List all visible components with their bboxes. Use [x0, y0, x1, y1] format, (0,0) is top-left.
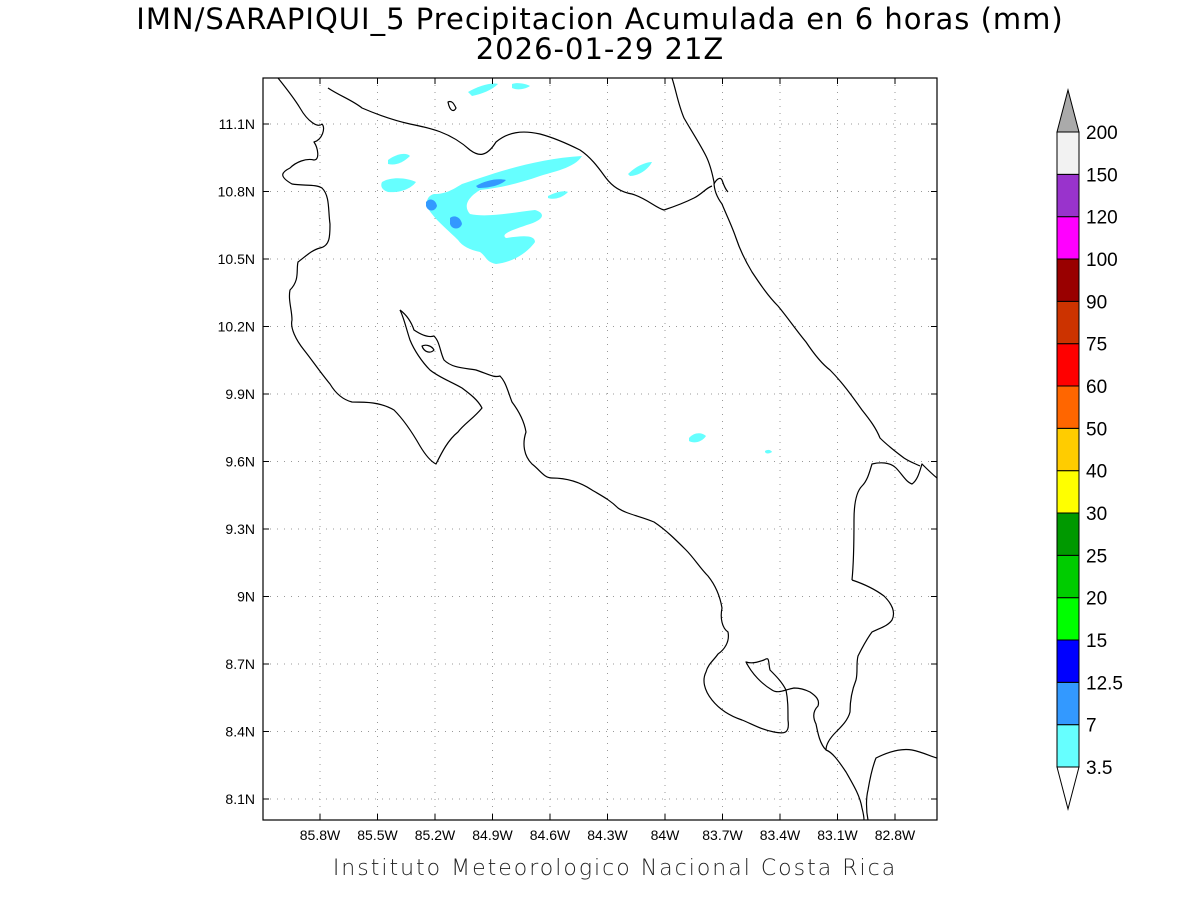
caribbean-river-mouth: [713, 177, 729, 193]
colorbar-swatch: [1056, 639, 1080, 683]
lon-tick-label: 85.2W: [415, 827, 456, 843]
island-chira: [421, 344, 435, 353]
precip-area-northeast-cell: [628, 162, 652, 176]
map-valid-time: 2026-01-29 21Z: [475, 32, 725, 66]
colorbar-swatch: [1056, 300, 1080, 345]
colorbar-label: 15: [1086, 631, 1107, 652]
lon-tick-label: 83.7W: [702, 827, 743, 843]
colorbar-swatch: [1056, 131, 1080, 175]
lat-tick-label: 9N: [237, 589, 255, 605]
colorbar-upper-arrow: [1056, 88, 1080, 133]
colorbar-label: 50: [1086, 419, 1107, 440]
precip-core-south: [450, 216, 462, 229]
colorbar-label: 60: [1086, 377, 1107, 398]
precip-core-west: [426, 199, 437, 211]
lon-tick-label: 85.8W: [300, 827, 341, 843]
latitude-ticks: 11.1N 10.8N 10.5N 10.2N 9.9N 9.6N 9.3N 9N 8.7N 8.…: [218, 116, 937, 807]
colorbar-lower-arrow: [1056, 766, 1080, 811]
map-title: IMN/SARAPIQUI_5 Precipitacion Acumulada …: [136, 2, 1064, 36]
precip-area-central-cell: [689, 433, 706, 443]
precip-area-north-cell-1: [468, 83, 498, 96]
colorbar-swatch: [1056, 597, 1080, 641]
colorbar-swatch: [1056, 554, 1080, 599]
colorbar-label: 30: [1086, 504, 1107, 525]
colorbar-label: 3.5: [1086, 758, 1112, 779]
panama-border: [851, 462, 937, 581]
precip-area-west-cell-1: [381, 178, 416, 193]
precip-area-lake-arenal-band: [426, 156, 582, 264]
colorbar-swatch: [1056, 681, 1080, 726]
lon-tick-label: 83.1W: [817, 827, 858, 843]
north-coast-inlet: [447, 100, 457, 112]
pacific-coast-nicoya: [277, 78, 483, 465]
burica-peninsula: [865, 748, 937, 820]
colorbar-label: 120: [1086, 208, 1118, 229]
colorbar-label: 150: [1086, 165, 1118, 186]
colorbar: 3.5 7 12.5 15 20 25 30 40 50 60 75 90 100 120 150 200: [1056, 88, 1123, 811]
colorbar-label: 12.5: [1086, 673, 1123, 694]
lat-tick-label: 9.6N: [225, 454, 255, 470]
lat-tick-label: 10.8N: [218, 184, 255, 200]
colorbar-label: 100: [1086, 250, 1118, 271]
lat-tick-label: 9.9N: [225, 386, 255, 402]
lon-tick-label: 84.9W: [472, 827, 513, 843]
caribbean-coast: [671, 78, 921, 467]
lat-tick-label: 8.4N: [225, 724, 255, 740]
lon-tick-label: 84.6W: [530, 827, 571, 843]
precip-core-north: [476, 179, 506, 188]
precip-area-north-cell-2: [512, 83, 530, 90]
colorbar-swatch: [1056, 724, 1080, 768]
lat-tick-label: 11.1N: [219, 116, 255, 132]
colorbar-label: 20: [1086, 589, 1107, 610]
colorbar-label: 200: [1086, 123, 1118, 144]
colorbar-swatch: [1056, 470, 1080, 514]
colorbar-label: 40: [1086, 462, 1107, 483]
precip-area-east-cell: [548, 191, 568, 199]
coastline: [277, 78, 937, 820]
map-frame: [262, 77, 938, 821]
precip-area-south-cell: [765, 449, 772, 454]
lat-tick-label: 10.2N: [218, 319, 255, 335]
precipitation-field: [381, 83, 772, 454]
lat-tick-label: 8.1N: [225, 791, 255, 807]
lon-tick-label: 85.5W: [357, 827, 398, 843]
colorbar-swatch: [1056, 258, 1080, 302]
lat-tick-label: 10.5N: [218, 251, 255, 267]
longitude-ticks: 85.8W 85.5W 85.2W 84.9W 84.6W 84.3W 84W 83.7W 83…: [300, 78, 916, 843]
lon-tick-label: 84W: [651, 827, 681, 843]
osa-gulf-coast: [825, 579, 895, 751]
colorbar-swatch: [1056, 427, 1080, 472]
lon-tick-label: 83.4W: [760, 827, 801, 843]
colorbar-swatch: [1056, 385, 1080, 429]
footer-credit: Instituto Meteorologico Nacional Costa R…: [332, 856, 898, 881]
lon-tick-label: 82.8W: [875, 827, 916, 843]
lat-lon-grid: [263, 78, 937, 820]
colorbar-swatch: [1056, 216, 1080, 260]
precip-area-west-cell-2: [388, 153, 410, 165]
nicaragua-border: [327, 87, 713, 211]
lat-tick-label: 9.3N: [225, 521, 255, 537]
lat-tick-label: 8.7N: [225, 656, 255, 672]
colorbar-swatch: [1056, 173, 1080, 218]
gulf-of-nicoya-east: [399, 309, 865, 820]
colorbar-label: 75: [1086, 335, 1107, 356]
colorbar-label: 7: [1086, 716, 1097, 737]
colorbar-swatch: [1056, 343, 1080, 387]
colorbar-swatch: [1056, 512, 1080, 556]
lon-tick-label: 84.3W: [587, 827, 628, 843]
colorbar-label: 25: [1086, 546, 1107, 567]
colorbar-label: 90: [1086, 292, 1107, 313]
